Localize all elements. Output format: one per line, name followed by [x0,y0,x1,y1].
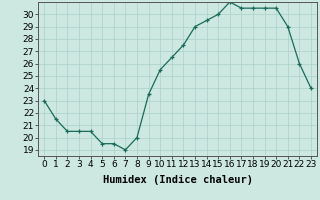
X-axis label: Humidex (Indice chaleur): Humidex (Indice chaleur) [103,175,252,185]
